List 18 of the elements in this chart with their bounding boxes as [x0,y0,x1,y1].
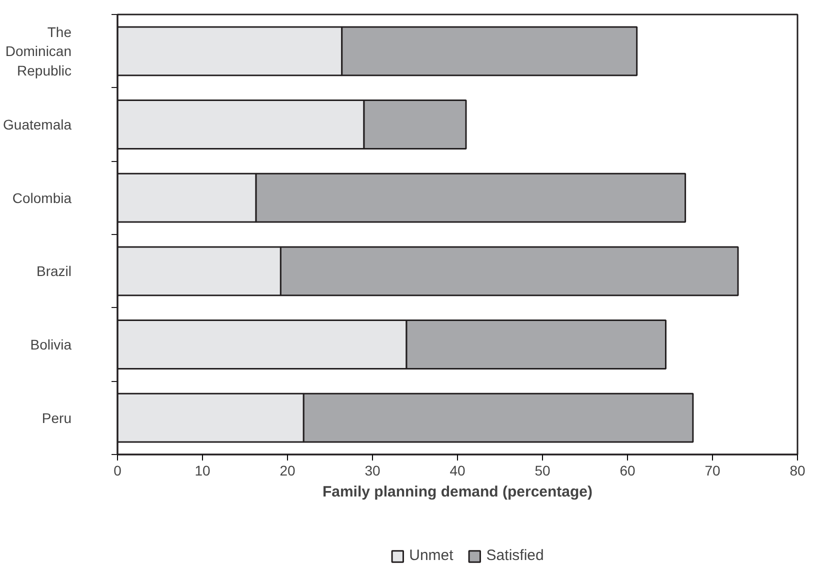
y-tick-label: Bolivia [30,336,72,352]
x-tick-label: 30 [364,462,380,478]
y-tick-label: Guatemala [3,116,72,132]
y-tick-label: Peru [42,410,72,426]
legend-label: Unmet [409,547,454,564]
x-tick-label: 80 [790,462,806,478]
x-tick-label: 40 [450,462,466,478]
x-tick-label: 60 [620,462,636,478]
x-axis-title: Family planning demand (percentage) [322,484,593,500]
x-tick-label: 10 [194,462,210,478]
x-tick-label: 0 [114,462,122,478]
y-tick-label: The Dominican Republic [5,24,72,78]
legend-label: Satisfied [486,547,544,564]
x-tick-label: 70 [704,462,720,478]
y-tick-label: Brazil [36,263,72,280]
x-tick-label: 20 [280,462,296,478]
x-tick-label: 50 [534,462,550,478]
y-tick-label: Colombia [12,190,72,206]
